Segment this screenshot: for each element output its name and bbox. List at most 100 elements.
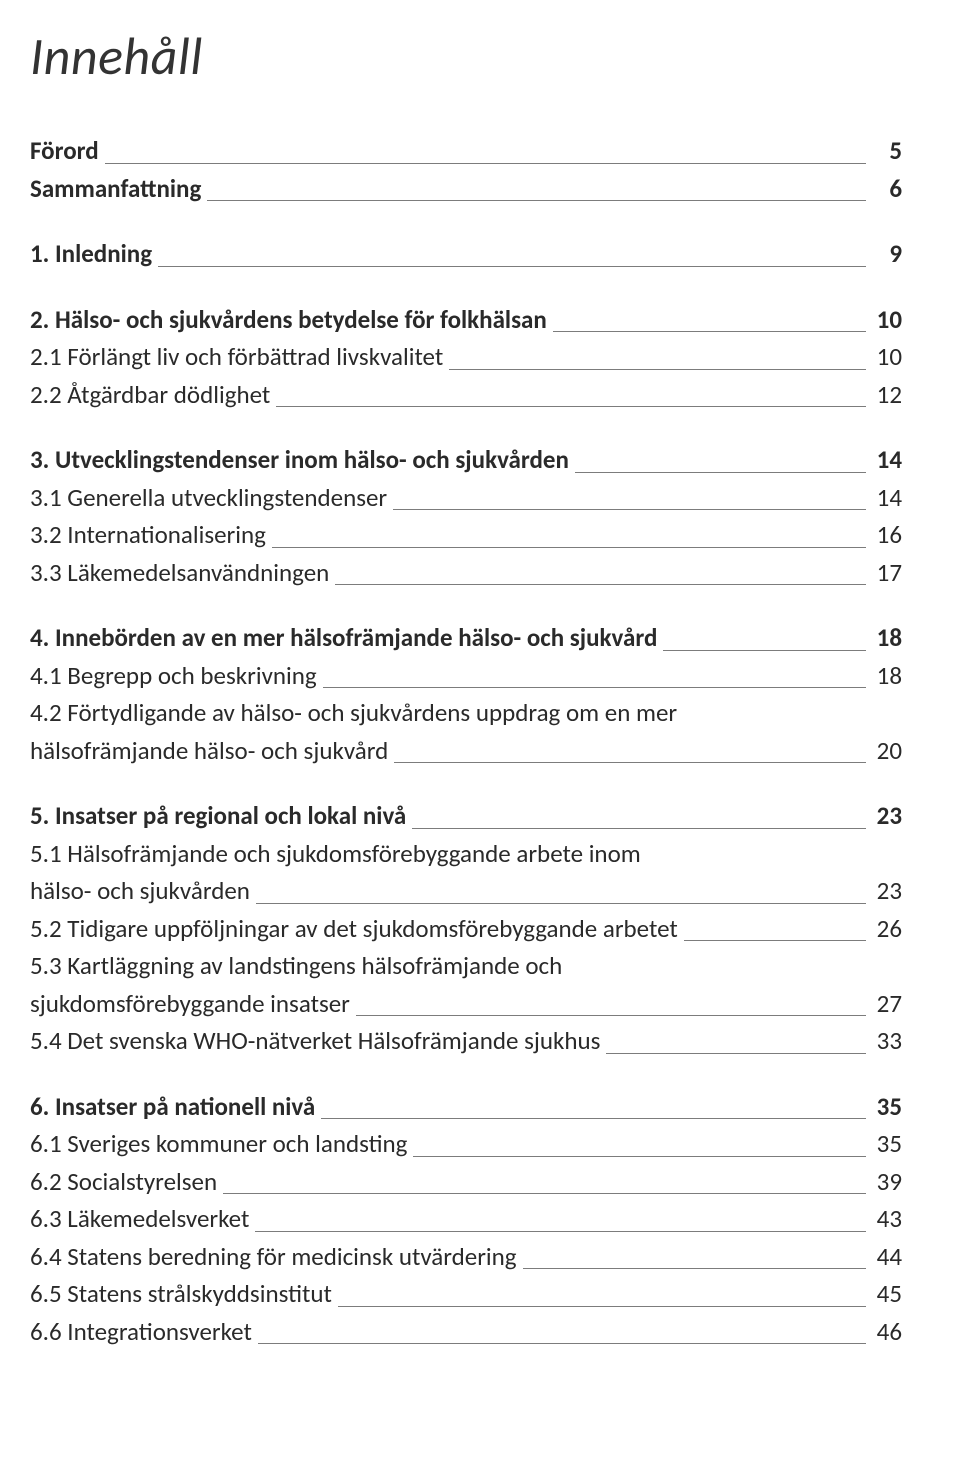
toc-page-number: 43 (872, 1200, 902, 1238)
toc-page-number: 23 (872, 872, 902, 910)
toc-title: Innehåll (30, 24, 902, 88)
toc-page-number: 46 (872, 1313, 902, 1351)
toc-leader (663, 650, 866, 651)
toc-entry: 6.2 Socialstyrelsen 39 (30, 1163, 902, 1201)
toc-entry: 2.1 Förlängt liv och förbättrad livskval… (30, 338, 902, 376)
toc-label: 1. Inledning (30, 235, 152, 273)
toc-page-number: 17 (872, 554, 902, 592)
toc-entry: hälso- och sjukvården 23 (30, 872, 902, 910)
toc-leader (412, 828, 866, 829)
toc-leader (575, 472, 866, 473)
toc-leader (335, 584, 866, 585)
toc-entry: sjukdomsförebyggande insatser 27 (30, 985, 902, 1023)
toc-entry: Förord 5 (30, 132, 902, 170)
toc-leader (553, 331, 866, 332)
toc-label: 2.2 Åtgärdbar dödlighet (30, 376, 270, 414)
toc-label: sjukdomsförebyggande insatser (30, 985, 350, 1023)
toc-leader (255, 1231, 866, 1232)
toc-entry: 3.1 Generella utvecklingstendenser14 (30, 479, 902, 517)
toc-label: 5.3 Kartläggning av landstingens hälsofr… (30, 947, 562, 985)
toc-page-number: 10 (872, 338, 902, 376)
toc-label: 4. Innebörden av en mer hälsofrämjande h… (30, 619, 657, 657)
toc-label: Förord (30, 132, 99, 170)
toc-page-number: 20 (872, 732, 902, 770)
toc-entry: 6.4 Statens beredning för medicinsk utvä… (30, 1238, 902, 1276)
toc-leader (105, 163, 866, 164)
toc-entry: 3. Utvecklingstendenser inom hälso- och … (30, 441, 902, 479)
section-gap (30, 769, 902, 797)
toc-leader (223, 1193, 866, 1194)
toc-leader (684, 940, 866, 941)
toc-entry: 5.2 Tidigare uppföljningar av det sjukdo… (30, 910, 902, 948)
toc-page-number: 26 (872, 910, 902, 948)
toc-leader (606, 1053, 866, 1054)
toc-leader (413, 1156, 866, 1157)
toc-page-number: 18 (872, 657, 902, 695)
toc-entry: 3.3 Läkemedelsanvändningen 17 (30, 554, 902, 592)
toc-label: 5. Insatser på regional och lokal nivå (30, 797, 406, 835)
toc-label: hälsofrämjande hälso- och sjukvård (30, 732, 388, 770)
toc-leader (338, 1306, 866, 1307)
toc-entry: 3.2 Internationalisering 16 (30, 516, 902, 554)
toc-page-number: 27 (872, 985, 902, 1023)
toc-entry-line1: 4.2 Förtydligande av hälso- och sjukvård… (30, 694, 902, 732)
toc-label: 3. Utvecklingstendenser inom hälso- och … (30, 441, 569, 479)
toc-leader (258, 1343, 866, 1344)
toc-page-number: 35 (872, 1125, 902, 1163)
section-gap (30, 591, 902, 619)
toc-label: Sammanfattning (30, 170, 201, 208)
toc-label: 6.5 Statens strålskyddsinstitut (30, 1275, 332, 1313)
toc-leader (393, 509, 866, 510)
toc-leader (323, 687, 866, 688)
toc-entry-line1: 5.3 Kartläggning av landstingens hälsofr… (30, 947, 902, 985)
toc-leader (276, 406, 866, 407)
toc-page-number: 35 (872, 1088, 902, 1126)
section-gap (30, 413, 902, 441)
toc-page-number: 12 (872, 376, 902, 414)
toc-label: 5.2 Tidigare uppföljningar av det sjukdo… (30, 910, 678, 948)
toc-entry: 2. Hälso- och sjukvårdens betydelse för … (30, 301, 902, 339)
toc-label: 4.1 Begrepp och beskrivning (30, 657, 317, 695)
toc-page-number: 16 (872, 516, 902, 554)
toc-page-number: 5 (872, 132, 902, 170)
toc-leader (207, 200, 866, 201)
toc-leader (449, 369, 866, 370)
toc-page-number: 14 (872, 441, 902, 479)
toc-entry: 1. Inledning 9 (30, 235, 902, 273)
section-gap (30, 207, 902, 235)
toc-entry-line1: 5.1 Hälsofrämjande och sjukdomsförebygga… (30, 835, 902, 873)
toc-page-number: 9 (872, 235, 902, 273)
toc-page-number: 39 (872, 1163, 902, 1201)
toc-page-number: 33 (872, 1022, 902, 1060)
toc-label: hälso- och sjukvården (30, 872, 250, 910)
toc-page-number: 44 (872, 1238, 902, 1276)
toc-label: 5.1 Hälsofrämjande och sjukdomsförebygga… (30, 835, 641, 873)
toc-leader (158, 266, 866, 267)
toc-label: 6. Insatser på nationell nivå (30, 1088, 315, 1126)
toc-leader (523, 1268, 866, 1269)
page: Innehåll Förord 5 Sammanfattning 6 1. Inledn… (0, 0, 960, 1479)
toc-page-number: 6 (872, 170, 902, 208)
toc-leader (356, 1015, 866, 1016)
toc-entry: 6.6 Integrationsverket46 (30, 1313, 902, 1351)
toc-page-number: 10 (872, 301, 902, 339)
toc-page-number: 45 (872, 1275, 902, 1313)
toc-list: Förord 5 Sammanfattning 6 1. Inledning 9 2. Hä… (30, 132, 902, 1350)
section-gap (30, 1060, 902, 1088)
toc-label: 2.1 Förlängt liv och förbättrad livskval… (30, 338, 443, 376)
toc-entry: 5.4 Det svenska WHO-nätverket Hälsofrämj… (30, 1022, 902, 1060)
toc-label: 3.2 Internationalisering (30, 516, 266, 554)
toc-entry: 2.2 Åtgärdbar dödlighet 12 (30, 376, 902, 414)
toc-label: 3.3 Läkemedelsanvändningen (30, 554, 329, 592)
toc-entry: 5. Insatser på regional och lokal nivå23 (30, 797, 902, 835)
toc-leader (321, 1118, 866, 1119)
toc-label: 6.2 Socialstyrelsen (30, 1163, 217, 1201)
toc-label: 2. Hälso- och sjukvårdens betydelse för … (30, 301, 547, 339)
toc-label: 6.3 Läkemedelsverket (30, 1200, 249, 1238)
toc-leader (272, 547, 866, 548)
toc-entry: hälsofrämjande hälso- och sjukvård 20 (30, 732, 902, 770)
toc-leader (256, 903, 866, 904)
toc-entry: 4.1 Begrepp och beskrivning 18 (30, 657, 902, 695)
toc-label: 6.1 Sveriges kommuner och landsting (30, 1125, 407, 1163)
toc-entry: 4. Innebörden av en mer hälsofrämjande h… (30, 619, 902, 657)
